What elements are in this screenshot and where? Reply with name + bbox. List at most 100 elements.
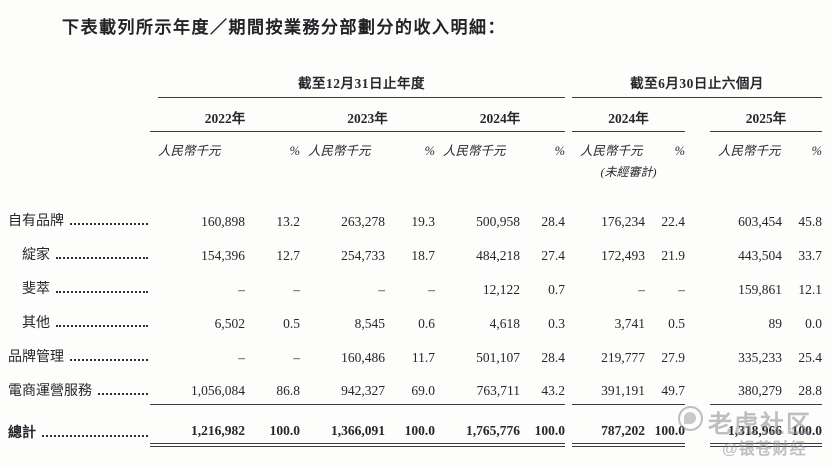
total-value-cell: 100.0 [520,423,565,447]
value-cell: 18.7 [411,248,435,263]
value-cell: 391,191 [572,383,645,405]
value-cell: 27.9 [661,350,685,365]
value-cell: 172,493 [601,248,645,263]
value-cell: – [428,282,435,297]
value-cell: 160,898 [201,214,245,229]
table-spacer [8,180,824,201]
value-cell: 19.3 [411,214,435,229]
unaudited-note: (未經審計) [600,165,657,179]
value-cell: – [238,350,245,365]
total-value-cell: 1,366,091 [300,423,385,447]
value-cell: – [238,282,245,297]
value-cell: 0.5 [668,316,685,331]
value-cell: 13.2 [276,214,300,229]
value-cell: 254,733 [341,248,385,263]
row-label: 電商運營服務 [8,380,150,405]
group-header-interim: 截至6月30日止六個月 [572,72,822,98]
table-row-feicui: 斐萃 – – – – 12,122 0.7 – – 159,861 12.1 [8,269,824,303]
value-cell: 89 [768,316,783,331]
dot-leader [56,325,148,327]
table-row-own-brands: 自有品牌 160,898 13.2 263,278 19.3 500,958 2… [8,201,824,235]
row-label: 總計 [8,422,150,447]
value-cell: 263,278 [341,214,385,229]
value-cell: 28.4 [541,350,565,365]
value-cell: 12.1 [798,282,822,297]
value-cell: 603,454 [738,214,782,229]
group-header-row: 截至12月31日止年度 截至6月30日止六個月 [8,70,824,98]
value-cell: 154,396 [201,248,245,263]
row-label: 綻家 [8,244,150,269]
value-cell: 43.2 [520,383,565,405]
value-cell: 27.4 [541,248,565,263]
pct-label: % [674,144,685,158]
pct-label: % [289,144,300,158]
value-cell: 11.7 [411,350,435,365]
year-header-2023: 2023年 [300,107,435,132]
total-value-cell: 1,765,776 [435,423,520,447]
table-row-others: 其他 6,502 0.5 8,545 0.6 4,618 0.3 3,741 0… [8,303,824,337]
total-value-cell: 787,202 [572,423,645,447]
value-cell: 4,618 [489,316,520,331]
value-cell: 159,861 [738,282,782,297]
value-cell: 160,486 [341,350,385,365]
value-cell: 763,711 [435,383,520,405]
dot-leader [56,291,148,293]
dot-leader [70,223,148,225]
table-row-brand-management: 品牌管理 – – 160,486 11.7 501,107 28.4 219,7… [8,337,824,371]
dot-leader [56,257,148,259]
year-header-2022: 2022年 [150,107,300,132]
page-title: 下表載列所示年度／期間按業務分部劃分的收入明細： [62,18,506,37]
value-cell: 942,327 [300,383,385,405]
value-cell: 500,958 [476,214,520,229]
unit-label: 人民幣千元 [443,144,506,158]
value-cell: 69.0 [385,383,435,405]
value-cell: 22.4 [661,214,685,229]
value-cell: 0.0 [805,316,822,331]
value-cell: 0.3 [548,316,565,331]
value-cell: 219,777 [601,350,645,365]
total-value-cell: 1,318,966 [710,423,782,447]
value-cell: 6,502 [214,316,245,331]
unit-label: 人民幣千元 [158,144,221,158]
value-cell: – [638,282,645,297]
table-row-ecommerce-services: 電商運營服務 1,056,084 86.8 942,327 69.0 763,7… [8,371,824,405]
revenue-breakdown-table: 截至12月31日止年度 截至6月30日止六個月 2022年 2023年 2024… [8,70,824,447]
row-label: 自有品牌 [8,210,150,235]
value-cell: 0.6 [418,316,435,331]
value-cell: – [678,282,685,297]
value-cell: – [293,350,300,365]
value-cell: 380,279 [710,383,782,405]
value-cell: 86.8 [245,383,300,405]
value-cell: 501,107 [476,350,520,365]
total-value-cell: 100.0 [245,423,300,447]
value-cell: 49.7 [645,383,685,405]
value-cell: 484,218 [476,248,520,263]
value-cell: 21.9 [661,248,685,263]
row-label: 品牌管理 [8,346,150,371]
value-cell: 28.8 [782,383,822,405]
unit-label: 人民幣千元 [718,144,781,158]
value-cell: 12.7 [276,248,300,263]
pct-label: % [811,144,822,158]
table-row-lycocelle: 綻家 154,396 12.7 254,733 18.7 484,218 27.… [8,235,824,269]
year-header-row: 2022年 2023年 2024年 2024年 2025年 [8,98,824,132]
value-cell: 28.4 [541,214,565,229]
value-cell: 0.7 [548,282,565,297]
value-cell: 3,741 [614,316,645,331]
value-cell: 8,545 [354,316,385,331]
row-label: 斐萃 [8,278,150,303]
value-cell: 0.5 [283,316,300,331]
value-cell: – [378,282,385,297]
value-cell: 1,056,084 [150,383,245,405]
value-cell: 45.8 [798,214,822,229]
dot-leader [98,393,148,395]
unaudited-note-row: (未經審計) [8,159,824,180]
value-cell: 176,234 [601,214,645,229]
pct-label: % [424,144,435,158]
unit-label: 人民幣千元 [580,144,643,158]
unit-label: 人民幣千元 [308,144,371,158]
pct-label: % [554,144,565,158]
value-cell: 25.4 [798,350,822,365]
value-cell: 335,233 [738,350,782,365]
